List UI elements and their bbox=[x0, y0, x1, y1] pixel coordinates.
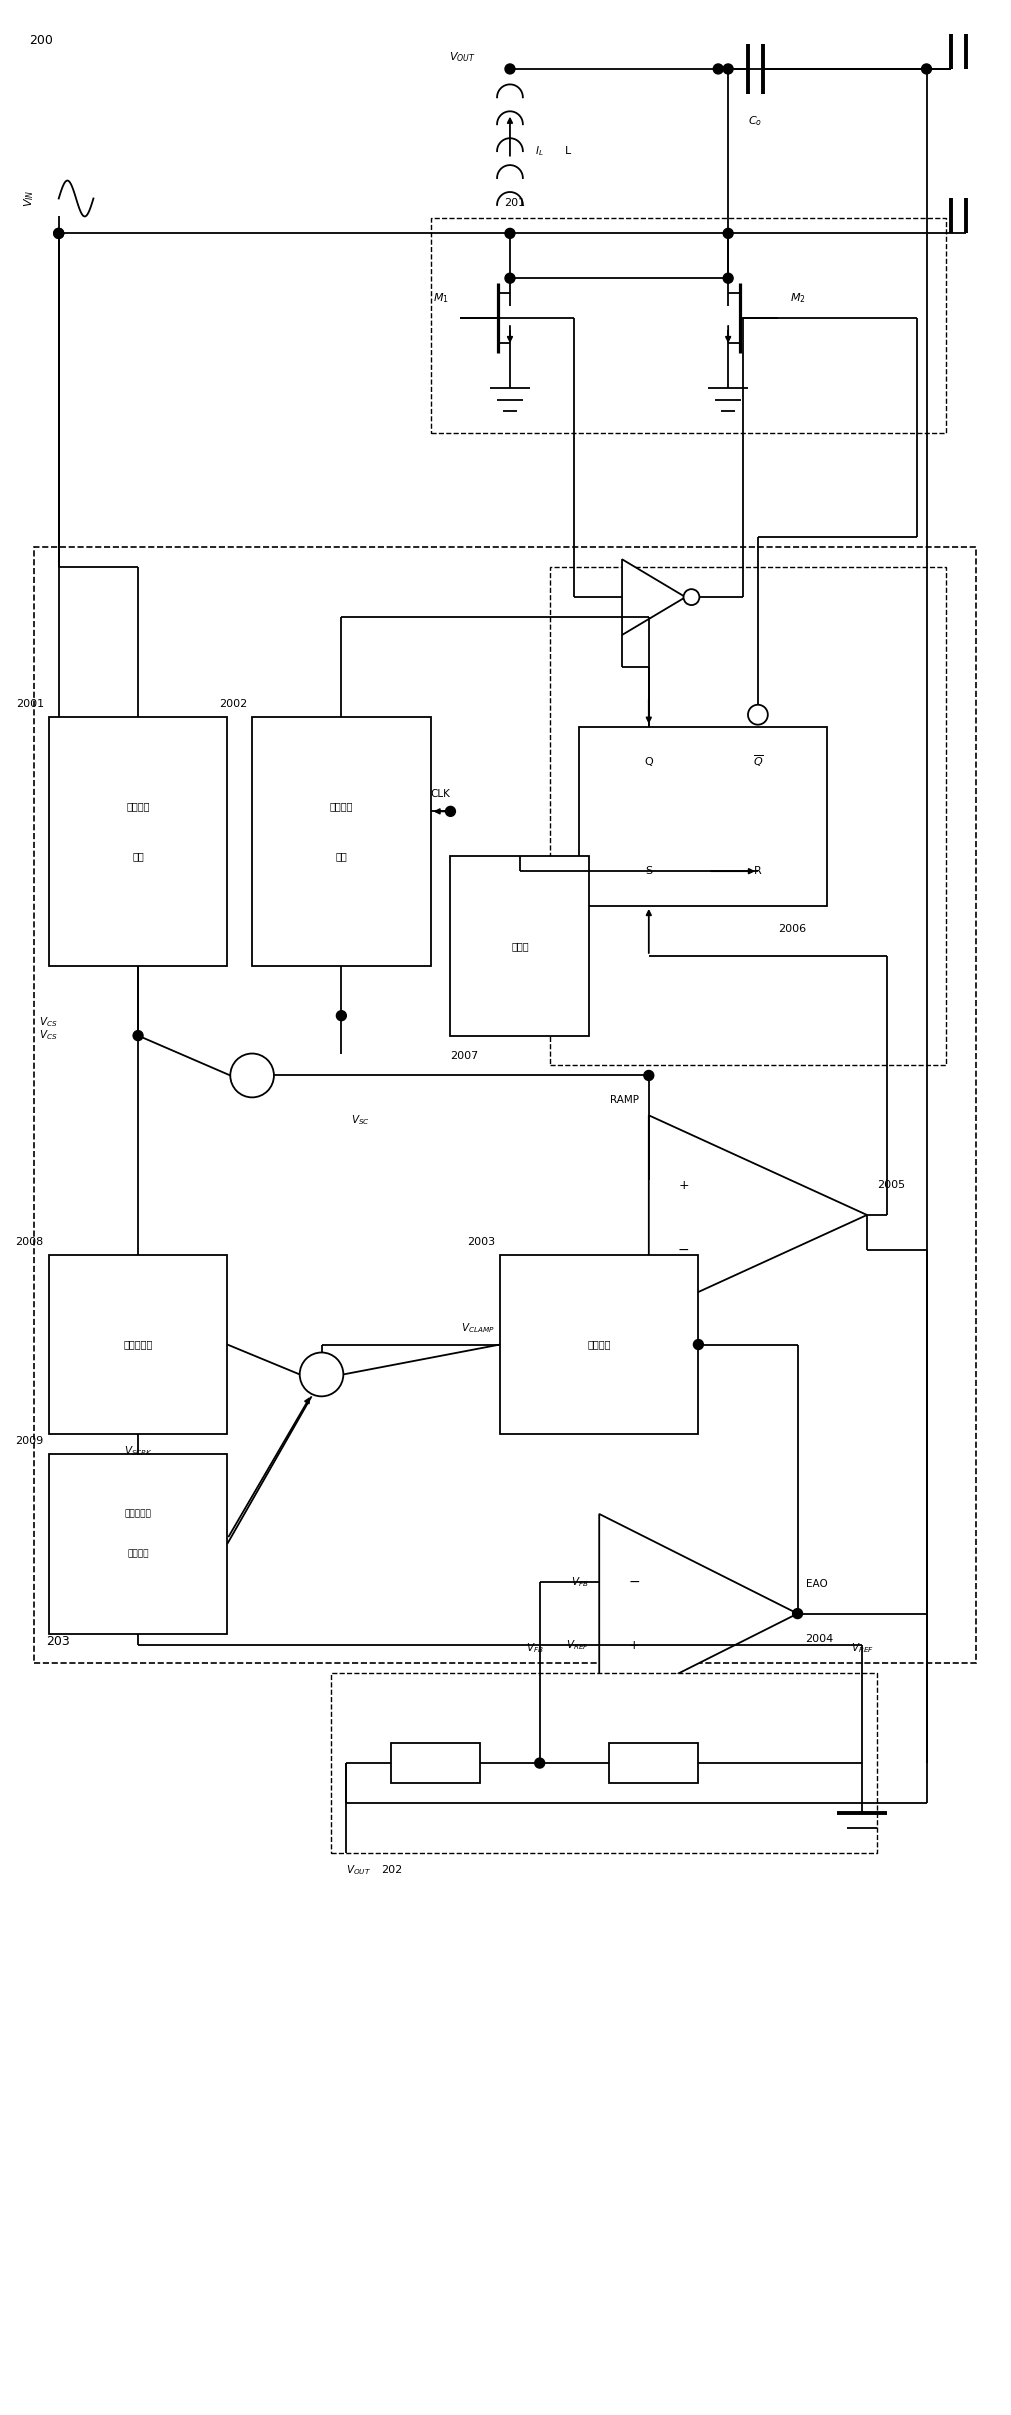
Circle shape bbox=[506, 229, 515, 239]
Text: 200: 200 bbox=[29, 34, 53, 46]
Text: $V_{CLAMP}$: $V_{CLAMP}$ bbox=[461, 1321, 495, 1335]
Text: RAMP: RAMP bbox=[610, 1096, 639, 1106]
Text: 峰值检测器: 峰值检测器 bbox=[123, 1340, 153, 1350]
Text: $V_{FB}$: $V_{FB}$ bbox=[526, 1642, 544, 1654]
Text: CLK: CLK bbox=[431, 790, 451, 799]
Text: 201: 201 bbox=[504, 198, 526, 208]
Circle shape bbox=[723, 63, 733, 75]
Text: 202: 202 bbox=[381, 1864, 402, 1874]
Text: +: + bbox=[678, 1179, 688, 1191]
Text: $V_{OUT}$: $V_{OUT}$ bbox=[449, 51, 475, 63]
Text: $V_{CS}$: $V_{CS}$ bbox=[38, 1017, 58, 1029]
Circle shape bbox=[644, 1070, 654, 1080]
Circle shape bbox=[714, 63, 723, 75]
Circle shape bbox=[535, 1758, 545, 1768]
Circle shape bbox=[231, 1053, 274, 1096]
Text: −: − bbox=[677, 1244, 690, 1256]
Bar bbox=[550, 568, 946, 1065]
Text: S: S bbox=[645, 867, 652, 877]
Bar bbox=[610, 1744, 699, 1782]
Text: 电流采样: 电流采样 bbox=[126, 802, 150, 811]
Bar bbox=[49, 1454, 227, 1633]
Bar bbox=[579, 727, 827, 906]
Text: EAO: EAO bbox=[806, 1579, 827, 1589]
Bar bbox=[49, 717, 227, 966]
Polygon shape bbox=[622, 560, 685, 635]
Text: $V_{REF}$: $V_{REF}$ bbox=[850, 1642, 874, 1654]
Bar bbox=[34, 548, 976, 1664]
Text: −: − bbox=[628, 1575, 640, 1589]
Bar bbox=[431, 217, 946, 432]
Polygon shape bbox=[649, 1116, 867, 1314]
Polygon shape bbox=[600, 1514, 798, 1712]
Text: $V_{SCPK}$: $V_{SCPK}$ bbox=[124, 1444, 153, 1459]
Circle shape bbox=[54, 229, 64, 239]
Text: 模块: 模块 bbox=[336, 850, 347, 862]
Circle shape bbox=[299, 1352, 344, 1396]
Text: L: L bbox=[564, 147, 571, 157]
Text: +: + bbox=[629, 1640, 639, 1652]
Text: +: + bbox=[247, 1070, 258, 1082]
Bar bbox=[391, 1744, 480, 1782]
Circle shape bbox=[683, 589, 700, 606]
Bar bbox=[451, 857, 589, 1036]
Circle shape bbox=[506, 63, 515, 75]
Text: 2008: 2008 bbox=[15, 1236, 43, 1246]
Bar bbox=[252, 717, 431, 966]
Circle shape bbox=[694, 1340, 704, 1350]
Text: 2004: 2004 bbox=[806, 1633, 834, 1645]
Circle shape bbox=[54, 229, 64, 239]
Bar bbox=[49, 1256, 227, 1435]
Text: 2003: 2003 bbox=[467, 1236, 495, 1246]
Bar bbox=[500, 1256, 699, 1435]
Text: 203: 203 bbox=[45, 1635, 70, 1649]
Circle shape bbox=[922, 63, 931, 75]
Circle shape bbox=[133, 1031, 143, 1041]
Circle shape bbox=[446, 807, 455, 816]
Text: $I_L$: $I_L$ bbox=[535, 145, 544, 157]
Text: 2005: 2005 bbox=[877, 1181, 905, 1191]
Circle shape bbox=[723, 229, 733, 239]
Text: $V_{IN}$: $V_{IN}$ bbox=[22, 191, 35, 208]
Text: 钳位电路: 钳位电路 bbox=[587, 1340, 611, 1350]
Text: 2006: 2006 bbox=[777, 925, 806, 935]
Text: 振荡器: 振荡器 bbox=[512, 942, 529, 952]
Circle shape bbox=[337, 1012, 347, 1022]
Text: 2009: 2009 bbox=[15, 1437, 43, 1447]
Text: 斜率补偿: 斜率补偿 bbox=[330, 802, 353, 811]
Circle shape bbox=[506, 273, 515, 283]
Text: $V_{CS}$: $V_{CS}$ bbox=[38, 1029, 58, 1043]
Text: $V_{REF}$: $V_{REF}$ bbox=[566, 1640, 589, 1652]
Text: 电感电流峰: 电感电流峰 bbox=[124, 1509, 152, 1519]
Text: $C_o$: $C_o$ bbox=[748, 114, 762, 128]
Text: 模块: 模块 bbox=[132, 850, 144, 862]
Text: 值设定器: 值设定器 bbox=[127, 1550, 149, 1558]
Text: +: + bbox=[316, 1367, 327, 1381]
Circle shape bbox=[793, 1608, 803, 1618]
Text: 2001: 2001 bbox=[16, 698, 43, 708]
Text: $M_2$: $M_2$ bbox=[790, 292, 806, 304]
Text: R: R bbox=[754, 867, 761, 877]
Circle shape bbox=[723, 273, 733, 283]
Circle shape bbox=[748, 705, 767, 724]
Text: $V_{FB}$: $V_{FB}$ bbox=[571, 1575, 589, 1589]
Text: $M_1$: $M_1$ bbox=[433, 292, 449, 304]
Bar bbox=[332, 1674, 877, 1852]
Text: $V_{OUT}$: $V_{OUT}$ bbox=[347, 1862, 371, 1876]
Text: Q: Q bbox=[644, 756, 653, 766]
Text: $V_{SC}$: $V_{SC}$ bbox=[351, 1113, 370, 1128]
Text: 2007: 2007 bbox=[451, 1051, 478, 1060]
Text: 2002: 2002 bbox=[219, 698, 247, 708]
Text: $\overline{Q}$: $\overline{Q}$ bbox=[752, 753, 763, 770]
